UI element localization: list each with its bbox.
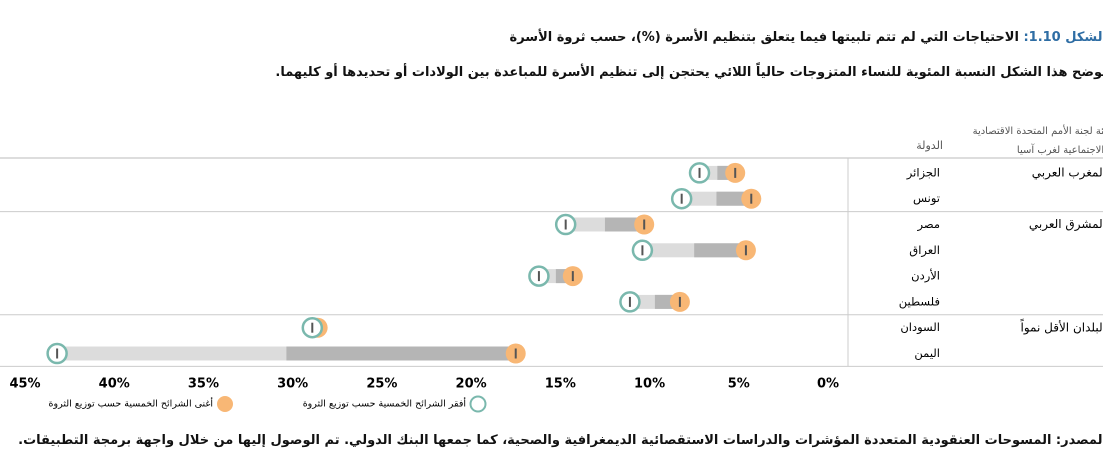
country-label: السودان — [900, 320, 940, 335]
range-bar-dark — [694, 243, 746, 258]
group-label: المغرب العربي — [1032, 166, 1103, 181]
country-label: اليمن — [914, 346, 940, 361]
range-bar-dark — [286, 346, 516, 361]
x-tick-label: 5% — [728, 377, 750, 392]
country-label: الأردن — [911, 269, 940, 284]
country-label: مصر — [917, 217, 940, 232]
x-tick-label: 45% — [9, 377, 40, 392]
range-bar-dark — [604, 217, 645, 232]
x-tick-label: 20% — [456, 377, 487, 392]
chart-title: الاحتياجات التي لم تتم تلبيتها فيما يتعل… — [509, 30, 1019, 45]
legend-label: أفقر الشرائح الخمسية حسب توزيع الثروة — [303, 397, 467, 410]
x-tick-label: 15% — [545, 377, 576, 392]
title-line: الشكل 1.10: الاحتياجات التي لم تتم تلبيت… — [510, 30, 1103, 45]
x-tick-label: 25% — [366, 377, 397, 392]
group-label: المشرق العربي — [1029, 217, 1103, 232]
country-label: فلسطين — [899, 294, 940, 309]
figure-label: الشكل 1.10: — [1023, 30, 1103, 45]
country-header: الدولة — [916, 139, 943, 152]
country-label: تونس — [913, 191, 940, 206]
group-header: فئة لجنة الأمم المتحدة الاقتصادية والاجت… — [972, 126, 1103, 156]
legend-swatch — [469, 395, 487, 413]
group-label: البلدان الأقل نمواً — [1020, 319, 1103, 336]
x-tick-label: 40% — [99, 377, 130, 392]
legend-swatch — [217, 396, 233, 412]
country-label: العراق — [909, 243, 940, 258]
country-label: الجزائر — [906, 165, 940, 180]
source-note: المصدر: المسوحات العنقودية المتعددة المؤ… — [18, 433, 1103, 448]
chart-subtitle: يوضح هذا الشكل النسبة المئوية للنساء الم… — [275, 65, 1103, 80]
legend-label: أغنى الشرائح الخمسية حسب توزيع الثروة — [49, 397, 214, 410]
x-tick-label: 35% — [188, 377, 219, 392]
x-tick-label: 10% — [634, 377, 665, 392]
x-tick-label: 0% — [817, 377, 839, 392]
x-tick-label: 30% — [277, 377, 308, 392]
